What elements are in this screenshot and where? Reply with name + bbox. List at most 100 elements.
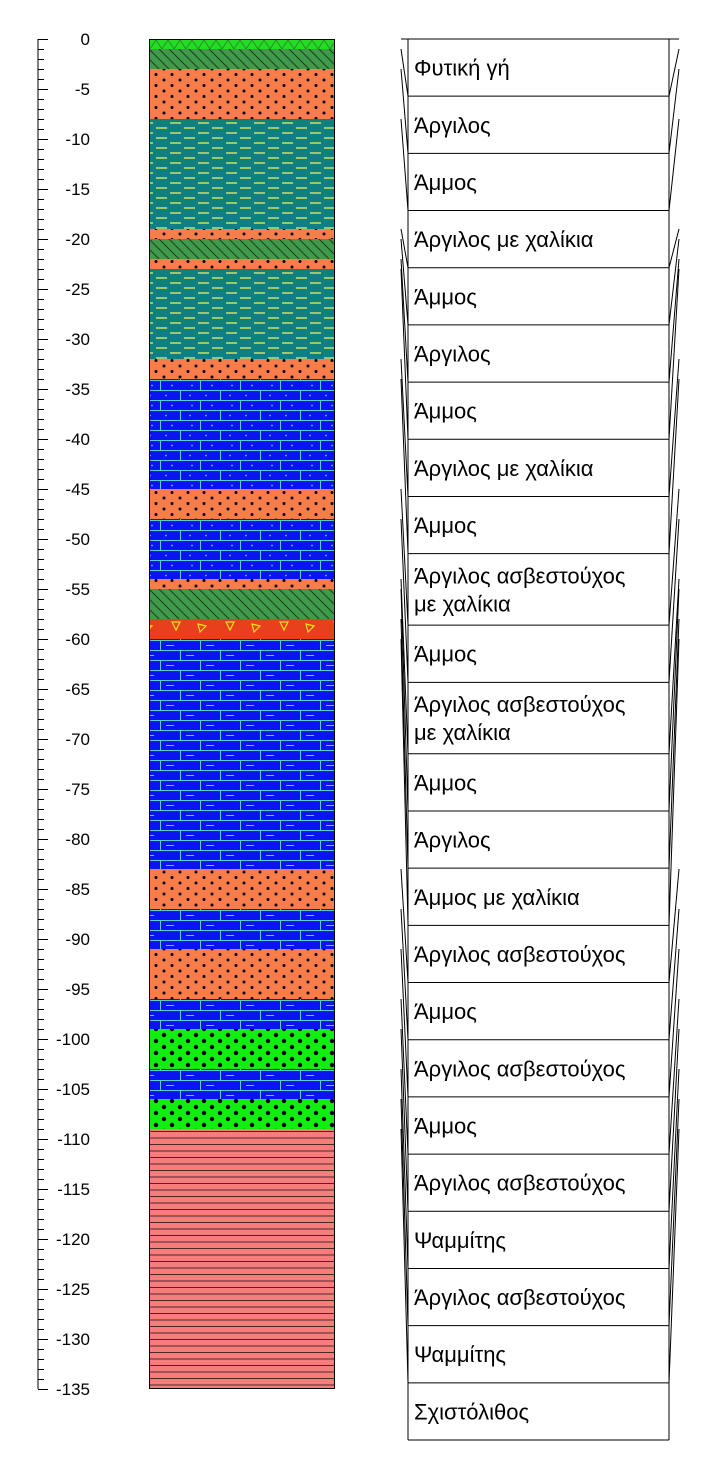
description-text: με χαλίκια	[414, 720, 511, 745]
connector-right	[668, 638, 680, 926]
layer-pattern	[149, 1029, 335, 1069]
description-row: Άργιλος	[400, 48, 680, 154]
connector-left	[400, 68, 409, 154]
description-text: Άργιλος ασβεστούχος	[414, 1171, 625, 1196]
connector-right	[668, 1098, 680, 1326]
description-text: Άργιλος ασβεστούχος	[414, 942, 625, 967]
tick-label: -110	[57, 1130, 90, 1149]
layer-pattern	[149, 259, 335, 269]
layer	[149, 579, 335, 589]
connector-left	[400, 488, 409, 626]
description-row: Άμμος	[400, 358, 680, 555]
layer-pattern	[149, 519, 335, 579]
tick-label: -30	[65, 330, 90, 349]
layer-pattern	[149, 229, 335, 239]
connector-left	[400, 908, 409, 1040]
tick-label: -45	[65, 480, 90, 499]
connector-right	[668, 1128, 680, 1383]
layer	[149, 1099, 335, 1129]
tick-label: -105	[56, 1080, 90, 1099]
tick-label: -35	[65, 380, 90, 399]
connector-left	[400, 1068, 409, 1269]
description-text: Ψαμμίτης	[414, 1228, 506, 1253]
tick-label: -130	[56, 1330, 90, 1349]
description-text: Σχιστόλιθος	[414, 1399, 529, 1424]
description-text: Άμμος	[414, 170, 477, 195]
connector-right	[668, 238, 680, 325]
connector-right	[668, 358, 680, 497]
connector-right	[668, 868, 680, 983]
tick-label: -10	[65, 130, 90, 149]
layer	[149, 39, 335, 49]
tick-label: -60	[65, 630, 90, 649]
connector-left	[400, 1028, 409, 1212]
tick-label: -55	[65, 580, 90, 599]
layer	[149, 1129, 335, 1389]
layer-pattern	[149, 39, 335, 49]
description-row: Άμμος	[400, 258, 680, 440]
description-text: Άργιλος με χαλίκια	[414, 227, 594, 252]
connector-right	[668, 908, 680, 1040]
layer-pattern	[149, 359, 335, 379]
description-text: Άμμος	[414, 284, 477, 309]
description-text: Άμμος	[414, 999, 477, 1024]
layer	[149, 589, 335, 619]
connector-left	[400, 268, 409, 440]
connector-left	[400, 578, 409, 754]
connector-right	[668, 378, 680, 554]
connector-left	[400, 258, 409, 383]
layer	[149, 489, 335, 519]
layer	[149, 69, 335, 119]
layer	[149, 869, 335, 909]
tick-label: -125	[56, 1280, 90, 1299]
tick-label: -115	[57, 1180, 90, 1199]
layer	[149, 269, 335, 359]
tick-label: -40	[65, 430, 90, 449]
description-row: Άργιλος ασβεστούχος	[400, 908, 680, 1098]
description-row: Άργιλος ασβεστούχος	[400, 638, 680, 984]
tick-label: -100	[56, 1030, 90, 1049]
connector-left	[400, 48, 409, 97]
connector-right	[668, 618, 680, 869]
connector-left	[400, 378, 409, 554]
layer-pattern	[149, 379, 335, 489]
description-row: Ψαμμίτης	[400, 1098, 680, 1384]
connector-left	[400, 228, 409, 268]
description-row: Άργιλος με χαλίκια	[400, 268, 680, 497]
tick-label: -80	[65, 830, 90, 849]
layer-pattern	[149, 869, 335, 909]
tick-label: -15	[65, 180, 90, 199]
connector-right	[668, 68, 680, 154]
column-border	[149, 39, 335, 1389]
connector-right	[668, 118, 680, 211]
layer	[149, 259, 335, 269]
connector-right	[668, 588, 680, 812]
layer	[149, 999, 335, 1029]
description-row: Άργιλος ασβεστούχος με χαλίκια	[400, 378, 680, 626]
connector-left	[400, 1128, 409, 1383]
tick-label: -65	[65, 680, 90, 699]
layer	[149, 909, 335, 949]
layer	[149, 359, 335, 379]
description-text: Άργιλος ασβεστούχος	[414, 692, 625, 717]
description-row: Άμμος	[400, 948, 680, 1155]
description-row: Φυτική γή	[401, 38, 679, 97]
tick-label: -70	[65, 730, 90, 749]
description-row: Άμμος	[400, 868, 680, 1041]
description-text: Άργιλος	[414, 828, 491, 853]
layer-pattern	[149, 1129, 335, 1389]
layer-pattern	[149, 119, 335, 229]
tick-label: -25	[65, 280, 90, 299]
description-text: Άμμος με χαλίκια	[414, 885, 580, 910]
layer	[149, 1069, 335, 1099]
connector-right	[668, 488, 680, 626]
tick-label: -90	[65, 930, 90, 949]
description-row: Άργιλος ασβεστούχος με χαλίκια	[400, 518, 680, 755]
connector-left	[400, 238, 409, 325]
lithology-column	[149, 39, 335, 1389]
description-text: Άμμος	[414, 399, 477, 424]
depth-axis: 0 -5 -10 -15 -20 -25 -30 -35 -40 -45 -50 -55 -60 -65 -…	[37, 30, 90, 1399]
layer-pattern	[149, 269, 335, 359]
